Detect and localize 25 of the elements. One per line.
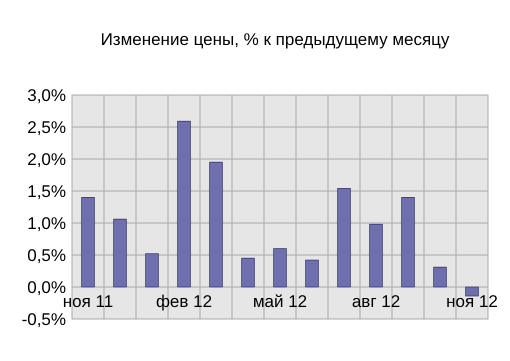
bar <box>369 224 383 288</box>
x-tick-label: ноя 12 <box>446 292 498 311</box>
bar <box>401 197 415 288</box>
y-tick-label: 1,5% <box>27 182 66 201</box>
bar <box>337 188 351 288</box>
x-tick-label: май 12 <box>252 292 308 311</box>
y-tick-label: 0,5% <box>27 246 66 265</box>
bar <box>241 258 255 288</box>
bar <box>113 218 127 288</box>
x-tick-label: авг 12 <box>352 292 400 311</box>
bar <box>177 120 191 288</box>
y-tick-label: 1,0% <box>27 214 66 233</box>
y-tick-label: 2,0% <box>27 150 66 169</box>
chart-title: Изменение цены, % к предыдущему месяцу <box>100 30 450 49</box>
y-tick-label: -0,5% <box>22 310 66 329</box>
y-tick-label: 2,5% <box>27 118 66 137</box>
bar <box>433 266 447 288</box>
bar <box>81 197 95 288</box>
y-tick-label: 3,0% <box>27 86 66 105</box>
bar <box>273 248 287 288</box>
x-tick-label: фев 12 <box>156 292 212 311</box>
bar <box>305 260 319 288</box>
bar <box>209 162 223 288</box>
bar <box>145 253 159 288</box>
bar <box>465 286 479 296</box>
